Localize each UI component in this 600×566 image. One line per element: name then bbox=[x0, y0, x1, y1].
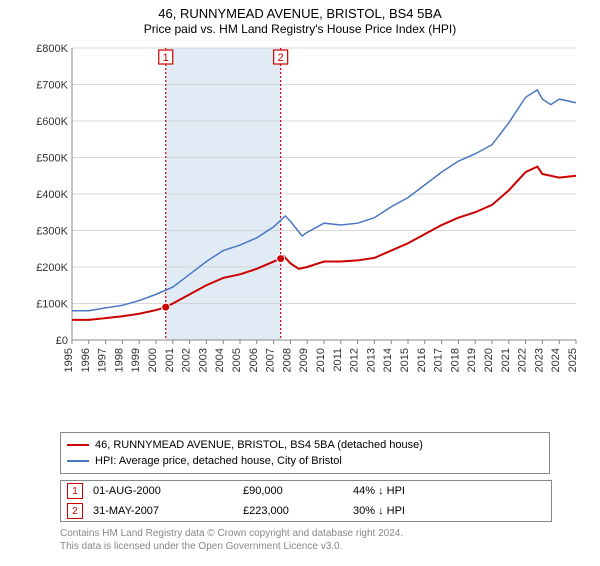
footer-line: Contains HM Land Registry data © Crown c… bbox=[60, 528, 550, 541]
svg-text:2012: 2012 bbox=[349, 348, 361, 372]
row-marker: 1 bbox=[67, 483, 83, 499]
row-marker-num: 2 bbox=[72, 506, 78, 517]
legend-row: HPI: Average price, detached house, City… bbox=[67, 453, 543, 469]
svg-text:2006: 2006 bbox=[248, 348, 260, 372]
svg-text:2010: 2010 bbox=[315, 348, 327, 372]
svg-text:2016: 2016 bbox=[416, 348, 428, 372]
svg-text:£200K: £200K bbox=[36, 262, 68, 274]
svg-text:1997: 1997 bbox=[97, 348, 109, 372]
chart-subtitle: Price paid vs. HM Land Registry's House … bbox=[0, 22, 600, 36]
svg-text:£400K: £400K bbox=[36, 189, 68, 201]
data-row: 1 01-AUG-2000 £90,000 44% ↓ HPI bbox=[61, 481, 551, 501]
svg-text:2025: 2025 bbox=[567, 348, 579, 372]
row-price: £223,000 bbox=[243, 505, 353, 517]
svg-text:2004: 2004 bbox=[214, 348, 226, 372]
footer-line: This data is licensed under the Open Gov… bbox=[60, 541, 550, 554]
svg-text:2003: 2003 bbox=[197, 348, 209, 372]
svg-text:1999: 1999 bbox=[130, 348, 142, 372]
row-marker-num: 1 bbox=[72, 486, 78, 497]
svg-text:2022: 2022 bbox=[517, 348, 529, 372]
svg-text:1995: 1995 bbox=[63, 348, 75, 372]
data-row: 2 31-MAY-2007 £223,000 30% ↓ HPI bbox=[61, 501, 551, 521]
legend-label: HPI: Average price, detached house, City… bbox=[95, 455, 342, 467]
svg-text:2021: 2021 bbox=[500, 348, 512, 372]
legend: 46, RUNNYMEAD AVENUE, BRISTOL, BS4 5BA (… bbox=[60, 432, 550, 474]
svg-text:2005: 2005 bbox=[231, 348, 243, 372]
svg-text:2015: 2015 bbox=[399, 348, 411, 372]
svg-text:2023: 2023 bbox=[533, 348, 545, 372]
row-diff: 44% ↓ HPI bbox=[353, 485, 473, 497]
svg-text:2007: 2007 bbox=[265, 348, 277, 372]
svg-text:2001: 2001 bbox=[164, 348, 176, 372]
row-marker: 2 bbox=[67, 503, 83, 519]
svg-text:£700K: £700K bbox=[36, 80, 68, 92]
chart-area: £0 £100K £200K £300K £400K £500K £600K £700K £80… bbox=[24, 40, 584, 390]
svg-text:1998: 1998 bbox=[113, 348, 125, 372]
chart-title: 46, RUNNYMEAD AVENUE, BRISTOL, BS4 5BA bbox=[0, 6, 600, 21]
page: 46, RUNNYMEAD AVENUE, BRISTOL, BS4 5BA P… bbox=[0, 6, 600, 566]
svg-text:2017: 2017 bbox=[433, 348, 445, 372]
svg-text:1996: 1996 bbox=[80, 348, 92, 372]
svg-text:2009: 2009 bbox=[298, 348, 310, 372]
footer: Contains HM Land Registry data © Crown c… bbox=[60, 528, 550, 553]
row-date: 31-MAY-2007 bbox=[93, 505, 243, 517]
legend-row: 46, RUNNYMEAD AVENUE, BRISTOL, BS4 5BA (… bbox=[67, 437, 543, 453]
svg-text:1: 1 bbox=[163, 52, 169, 64]
data-table: 1 01-AUG-2000 £90,000 44% ↓ HPI 2 31-MAY… bbox=[60, 480, 552, 522]
svg-text:2019: 2019 bbox=[466, 348, 478, 372]
svg-text:2: 2 bbox=[278, 52, 284, 64]
svg-text:£100K: £100K bbox=[36, 299, 68, 311]
svg-text:£300K: £300K bbox=[36, 226, 68, 238]
row-date: 01-AUG-2000 bbox=[93, 485, 243, 497]
row-price: £90,000 bbox=[243, 485, 353, 497]
legend-label: 46, RUNNYMEAD AVENUE, BRISTOL, BS4 5BA (… bbox=[95, 439, 423, 451]
svg-text:£600K: £600K bbox=[36, 116, 68, 128]
svg-text:2011: 2011 bbox=[332, 348, 344, 372]
svg-text:2020: 2020 bbox=[483, 348, 495, 372]
svg-text:2002: 2002 bbox=[181, 348, 193, 372]
svg-text:2014: 2014 bbox=[382, 348, 394, 372]
row-diff: 30% ↓ HPI bbox=[353, 505, 473, 517]
svg-text:£500K: £500K bbox=[36, 153, 68, 165]
legend-swatch bbox=[67, 444, 89, 446]
svg-text:2013: 2013 bbox=[365, 348, 377, 372]
legend-swatch bbox=[67, 460, 89, 462]
svg-text:2000: 2000 bbox=[147, 348, 159, 372]
svg-text:2008: 2008 bbox=[281, 348, 293, 372]
chart-svg: £0 £100K £200K £300K £400K £500K £600K £700K £80… bbox=[24, 40, 584, 430]
svg-text:£0: £0 bbox=[56, 335, 68, 347]
svg-text:£800K: £800K bbox=[36, 43, 68, 55]
svg-text:2018: 2018 bbox=[449, 348, 461, 372]
svg-text:2024: 2024 bbox=[550, 348, 562, 372]
